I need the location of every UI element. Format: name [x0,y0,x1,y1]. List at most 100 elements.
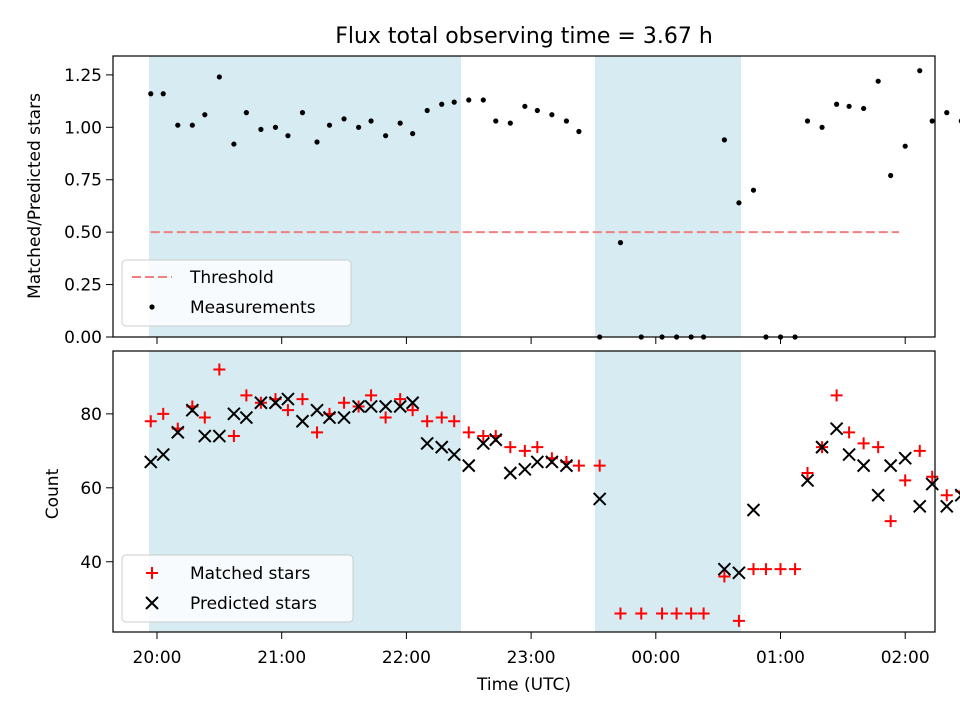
predicted-point [856,458,871,473]
measurement-point [258,126,264,132]
x-tick-label: 21:00 [257,648,306,668]
matched-point [940,489,953,502]
x-tick-label: 01:00 [756,648,805,668]
predicted-point [829,421,844,436]
matched-point [338,396,351,409]
predicted-point [940,499,954,513]
predicted-point [913,499,927,513]
measurement-point [917,68,923,74]
predicted-point [295,414,310,428]
matched-point [296,393,309,406]
matched-point [281,404,294,417]
ratio-legend: Threshold Measurements [121,259,352,327]
measurement-point [929,118,935,124]
matched-point [144,415,157,428]
predicted-point [378,399,393,414]
observing-window-2 [595,56,741,337]
matched-point [843,426,856,439]
matched-point [504,441,517,454]
measurement-point [299,110,306,116]
predicted-point [171,425,185,440]
measurement-point [875,78,881,84]
count-y-tick-label: 80 [80,405,102,425]
predicted-point [559,458,574,473]
measurement-point [397,120,403,126]
predicted-point [815,440,829,454]
measurement-point [148,91,154,97]
observing-window-2 [595,351,741,632]
matched-point [899,474,912,487]
predicted-point [462,458,476,473]
matched-point [394,393,407,406]
matched-point [718,570,731,583]
ratio-panel-frame [112,55,936,338]
predicted-point [883,458,898,473]
ratio-y-tick-label: 0.25 [64,276,102,296]
x-tick-label: 22:00 [382,648,431,668]
matched-point [593,459,606,472]
matched-point [801,467,814,480]
predicted-point [351,399,366,414]
x-tick-label: 23:00 [507,648,556,668]
predicted-point [746,503,761,517]
measurement-point [819,124,825,130]
predicted-point [447,447,461,462]
threshold-legend-label: Threshold [189,268,274,288]
measurement-point [834,101,840,107]
ratio-y-tick-label: 1.00 [64,118,102,138]
matched-point [311,426,324,439]
measurement-point [341,116,347,122]
predicted-point [364,399,378,414]
count-panel: 40 60 80 20:00 21:00 22:00 23:00 00:00 01:00 02:… [43,350,960,695]
matched-point [240,389,253,402]
matched-point [685,607,698,620]
predicted-legend-label: Predicted stars [190,594,317,614]
predicted-point [489,433,503,447]
measurement-point [285,133,291,139]
matched-point [926,470,939,483]
predicted-point [545,455,559,469]
measurement-point [424,107,430,114]
ratio-y-tick-label: 0.50 [64,223,102,243]
matched-point [365,389,378,402]
ratio-y-tick-label: 0.00 [64,328,102,348]
measurement-point [549,112,555,118]
count-x-ticks: 20:00 21:00 22:00 23:00 00:00 01:00 02:00 [133,632,930,668]
measurement-point [888,172,894,179]
predicted-point [476,436,491,451]
predicted-point [954,488,960,502]
measurement-point [439,101,445,107]
predicted-point [268,396,283,410]
predicted-point [925,477,939,491]
measurement-point [368,118,374,124]
measurement-point [721,137,727,143]
measurement-point [944,110,950,116]
predicted-stars-points [144,392,960,580]
matched-point [477,430,490,443]
predicted-point [239,410,254,425]
measurement-point [355,124,362,130]
predicted-point [310,403,324,417]
predicted-point [800,473,815,488]
ratio-x-ticks [156,337,906,344]
measurement-point [451,99,457,105]
measurement-point [326,122,333,128]
matched-stars-points [144,363,960,627]
measurement-point [804,118,811,124]
measurement-point [410,130,416,137]
ratio-legend-box [121,259,352,327]
chart-title: Flux total observing time = 3.67 h [335,24,713,49]
matched-point [872,441,885,454]
count-legend-box [121,554,354,623]
measurement-point [861,105,867,112]
x-axis-label: Time (UTC) [476,675,571,695]
matched-point [732,614,745,627]
predicted-point [227,407,241,421]
predicted-point [254,396,268,410]
matched-point [789,563,802,576]
count-y-ticks: 40 60 80 [80,405,113,573]
measurement-point [507,120,513,126]
measurement-point [189,122,195,128]
matched-point [774,563,787,576]
measurement-point [480,97,486,103]
